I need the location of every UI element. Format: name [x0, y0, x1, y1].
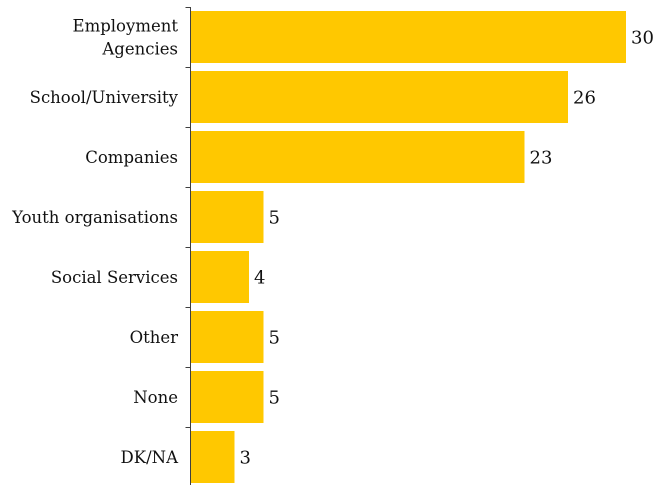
data-label-youth-organisations: 5 — [269, 208, 280, 229]
bar-dk-na — [191, 431, 235, 483]
data-label-employment-agencies: 30 — [631, 28, 654, 49]
category-label-other: Other — [130, 328, 179, 347]
bar-other — [191, 311, 264, 363]
data-label-school-university: 26 — [573, 88, 596, 109]
bar-social-services — [191, 251, 249, 303]
bar-companies — [191, 131, 525, 183]
category-axis — [185, 7, 191, 485]
category-label-none: None — [133, 388, 178, 407]
category-label-employment-agencies: Employment Agencies — [73, 17, 179, 59]
category-labels: Employment Agencies School/University Compa… — [11, 17, 179, 468]
bar-employment-agencies — [191, 11, 626, 63]
data-label-social-services: 4 — [254, 268, 265, 289]
category-label-dk-na: DK/NA — [121, 448, 180, 467]
data-labels: 30 26 23 5 4 5 5 3 — [240, 28, 654, 469]
data-label-companies: 23 — [530, 148, 553, 169]
category-label-companies: Companies — [85, 148, 178, 167]
category-label-school-university: School/University — [30, 88, 179, 107]
category-label-social-services: Social Services — [51, 268, 178, 287]
bar-youth-organisations — [191, 191, 264, 243]
data-label-dk-na: 3 — [240, 448, 251, 469]
category-label-youth-organisations: Youth organisations — [11, 208, 178, 227]
data-label-other: 5 — [269, 328, 280, 349]
bar-none — [191, 371, 264, 423]
data-label-none: 5 — [269, 388, 280, 409]
bars — [191, 11, 626, 483]
bar-school-university — [191, 71, 568, 123]
